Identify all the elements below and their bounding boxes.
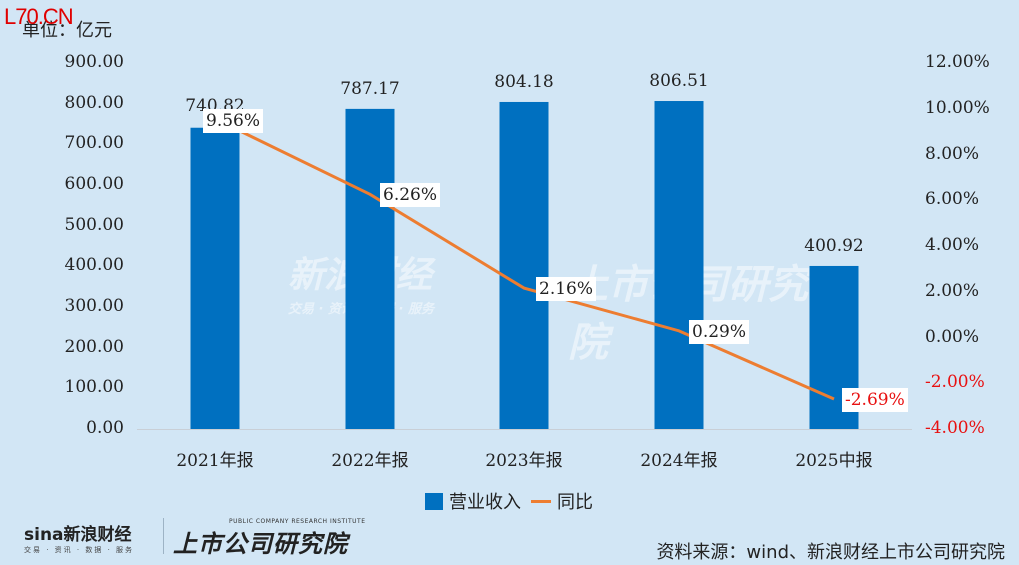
line-value-label: 2.16% xyxy=(536,277,597,302)
right-axis-tick: 10.00% xyxy=(925,97,990,118)
bar-value-label: 806.51 xyxy=(649,71,709,92)
revenue-bar xyxy=(499,101,549,429)
right-axis-tick: 8.00% xyxy=(925,143,980,164)
line-value-label: -2.69% xyxy=(842,388,908,413)
x-axis-tick: 2022年报 xyxy=(331,451,409,471)
left-axis-tick: 100.00 xyxy=(64,377,124,398)
right-axis-tick: 2.00% xyxy=(925,280,980,301)
legend-bar-label: 营业收入 xyxy=(449,492,521,513)
legend: 营业收入 同比 xyxy=(425,488,593,514)
legend-bar-swatch xyxy=(425,492,443,510)
left-axis-tick: 400.00 xyxy=(64,255,124,276)
left-axis-tick: 600.00 xyxy=(64,174,124,194)
yoy-line xyxy=(214,117,835,401)
line-value-label: 9.56% xyxy=(203,108,264,133)
x-axis-tick: 2024年报 xyxy=(640,451,718,471)
bar-value-label: 804.18 xyxy=(494,71,554,92)
bar-value-label: 400.92 xyxy=(804,235,864,256)
left-axis-tick: 300.00 xyxy=(64,296,124,316)
sina-logo: sina新浪财经 交易 · 资讯 · 数据 · 服务 xyxy=(24,520,134,555)
right-axis-tick: -4.00% xyxy=(925,418,985,438)
right-axis-tick: 12.00% xyxy=(925,52,990,72)
left-axis-tick: 500.00 xyxy=(64,214,124,235)
sina-logo-sub: 交易 · 资讯 · 数据 · 服务 xyxy=(24,546,135,554)
line-value-label: 6.26% xyxy=(380,183,441,208)
revenue-bar xyxy=(654,101,704,430)
line-value-label: 0.29% xyxy=(689,319,750,344)
revenue-bar xyxy=(345,108,395,429)
top-watermark: L70.CN xyxy=(4,4,74,29)
left-axis-tick: 200.00 xyxy=(64,336,124,357)
right-axis-tick: -2.00% xyxy=(925,372,985,393)
bar-value-label: 787.17 xyxy=(340,78,400,99)
institute-logo-text: 上市公司研究院 xyxy=(173,530,348,558)
institute-logo: PUBLIC COMPANY RESEARCH INSTITUTE 上市公司研究… xyxy=(173,516,365,559)
x-axis-tick: 2025中报 xyxy=(795,451,873,471)
right-axis-tick: 4.00% xyxy=(925,235,980,255)
x-axis-tick: 2021年报 xyxy=(176,451,254,471)
left-axis-tick: 0.00 xyxy=(86,418,124,438)
institute-logo-en: PUBLIC COMPANY RESEARCH INSTITUTE xyxy=(229,518,366,525)
x-axis-tick: 2023年报 xyxy=(485,451,563,471)
source-note: 资料来源：wind、新浪财经上市公司研究院 xyxy=(656,542,1005,563)
right-axis-tick: 0.00% xyxy=(925,326,980,347)
background-watermark: 新浪财经 交易 · 资讯 · 数据 · 服务 上市公司研究院 xyxy=(238,238,818,366)
legend-line-swatch xyxy=(531,499,551,503)
sina-logo-text: sina新浪财经 xyxy=(24,525,132,545)
left-axis-tick: 700.00 xyxy=(64,133,124,154)
left-axis-tick: 900.00 xyxy=(64,52,124,72)
logo-divider xyxy=(163,518,164,554)
right-axis-tick: 6.00% xyxy=(925,189,980,210)
unit-label: 单位：亿元 xyxy=(22,20,112,41)
revenue-bar xyxy=(190,127,240,429)
left-axis-tick: 800.00 xyxy=(64,92,124,113)
legend-line-label: 同比 xyxy=(557,492,593,513)
